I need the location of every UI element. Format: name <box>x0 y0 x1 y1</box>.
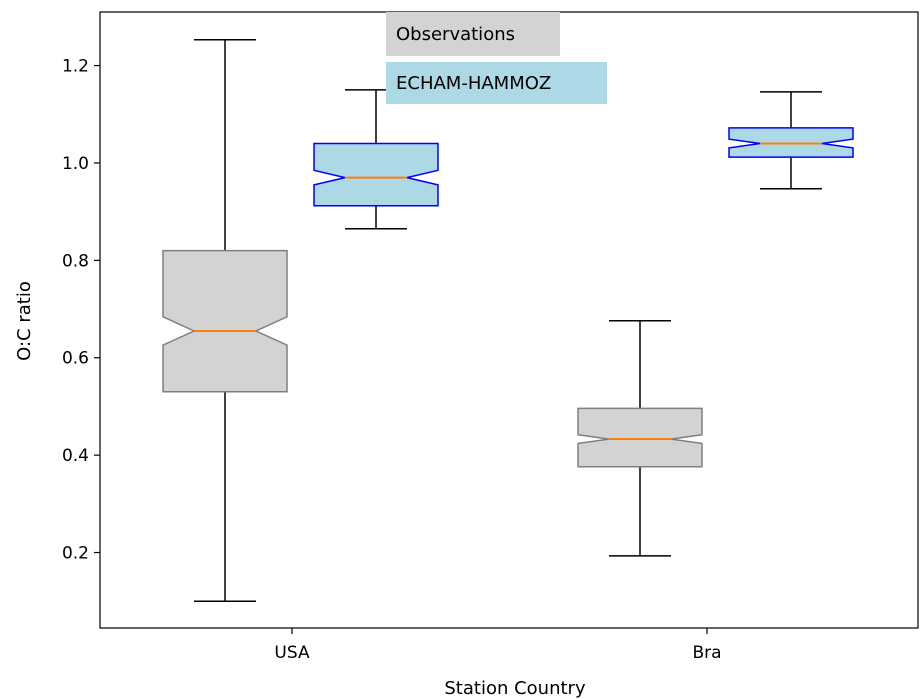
y-tick-label: 0.6 <box>62 349 89 369</box>
legend-label: ECHAM-HAMMOZ <box>396 73 551 94</box>
y-tick-label: 0.4 <box>62 446 89 466</box>
y-tick-label: 1.2 <box>62 57 89 77</box>
box-body <box>577 407 703 468</box>
legend-entry: ECHAM-HAMMOZ <box>386 62 607 104</box>
box-observations-bra <box>577 319 703 557</box>
plot-marks <box>162 39 854 602</box>
x-tick-label: Bra <box>692 643 721 663</box>
axes: 0.2 0.4 0.6 0.8 1.0 1.2 USA Bra <box>62 11 919 663</box>
y-axis-label: O:C ratio <box>14 281 35 361</box>
legend-entry: Observations <box>386 12 560 56</box>
legend-swatch <box>386 62 607 104</box>
box-echam-hammoz-bra <box>728 91 854 190</box>
legend: Observations ECHAM-HAMMOZ <box>386 12 607 104</box>
box-body <box>313 142 439 207</box>
legend-swatch <box>386 12 560 56</box>
box-echam-hammoz-usa <box>313 89 439 230</box>
y-tick-label: 0.2 <box>62 544 89 564</box>
legend-label: Observations <box>396 24 515 45</box>
y-tick-label: 0.8 <box>62 251 89 271</box>
box-body <box>162 249 288 393</box>
x-axis-label: Station Country <box>444 678 586 699</box>
box-observations-usa <box>162 39 288 602</box>
y-tick-label: 1.0 <box>62 154 89 174</box>
x-tick-label: USA <box>274 643 310 663</box>
